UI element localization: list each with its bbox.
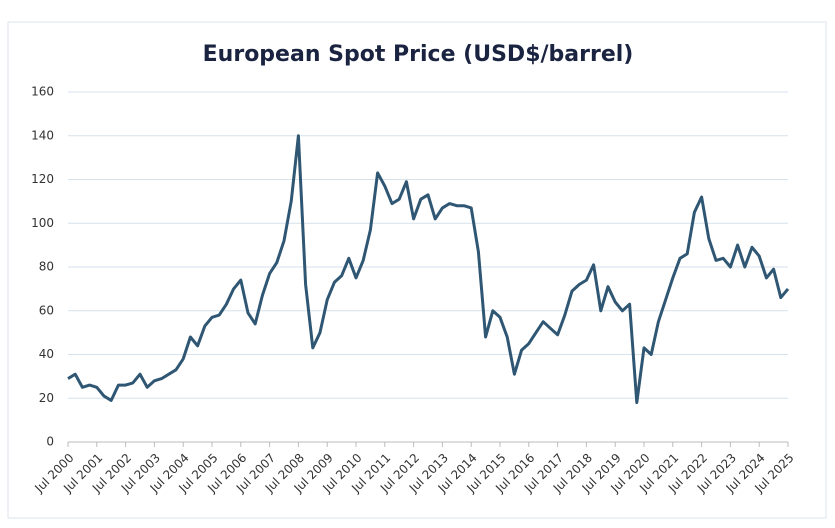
y-tick-label: 160 xyxy=(31,85,54,99)
y-tick-label: 20 xyxy=(39,391,54,405)
y-tick-label: 120 xyxy=(31,172,54,186)
y-tick-label: 60 xyxy=(39,303,54,317)
y-tick-label: 80 xyxy=(39,260,54,274)
y-tick-label: 100 xyxy=(31,216,54,230)
price-line xyxy=(67,134,790,405)
y-tick-label: 0 xyxy=(46,435,54,449)
y-tick-label: 140 xyxy=(31,128,54,142)
chart-title: European Spot Price (USD$/barrel) xyxy=(203,42,634,67)
y-tick-label: 40 xyxy=(39,347,54,361)
chart-frame xyxy=(7,21,827,519)
